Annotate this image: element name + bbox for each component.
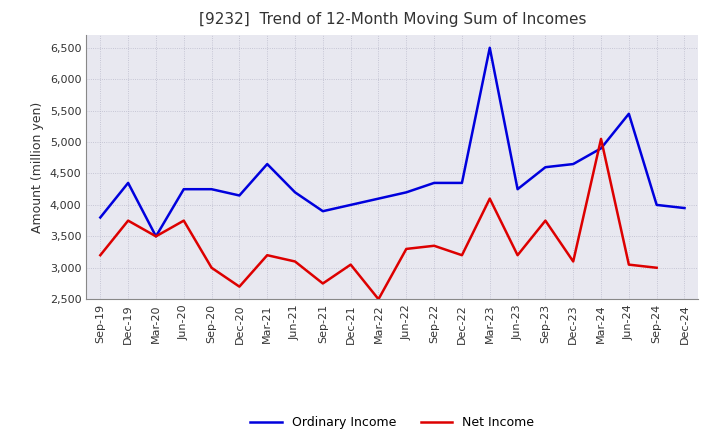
Ordinary Income [207, 187, 216, 192]
Net Income [207, 265, 216, 271]
Ordinary Income [513, 187, 522, 192]
Net Income [96, 253, 104, 258]
Net Income [569, 259, 577, 264]
Net Income [263, 253, 271, 258]
Ordinary Income [624, 111, 633, 117]
Net Income [179, 218, 188, 223]
Net Income [430, 243, 438, 249]
Net Income [152, 234, 161, 239]
Ordinary Income [680, 205, 689, 211]
Net Income [318, 281, 327, 286]
Ordinary Income [374, 196, 383, 201]
Net Income [402, 246, 410, 252]
Legend: Ordinary Income, Net Income: Ordinary Income, Net Income [251, 416, 534, 429]
Ordinary Income [485, 45, 494, 51]
Ordinary Income [402, 190, 410, 195]
Net Income [597, 136, 606, 142]
Title: [9232]  Trend of 12-Month Moving Sum of Incomes: [9232] Trend of 12-Month Moving Sum of I… [199, 12, 586, 27]
Ordinary Income [430, 180, 438, 186]
Net Income [124, 218, 132, 223]
Ordinary Income [263, 161, 271, 167]
Line: Net Income: Net Income [100, 139, 657, 299]
Ordinary Income [96, 215, 104, 220]
Ordinary Income [346, 202, 355, 208]
Net Income [541, 218, 550, 223]
Ordinary Income [235, 193, 243, 198]
Ordinary Income [179, 187, 188, 192]
Net Income [485, 196, 494, 201]
Ordinary Income [458, 180, 467, 186]
Y-axis label: Amount (million yen): Amount (million yen) [32, 102, 45, 233]
Net Income [458, 253, 467, 258]
Net Income [291, 259, 300, 264]
Net Income [652, 265, 661, 271]
Net Income [346, 262, 355, 267]
Line: Ordinary Income: Ordinary Income [100, 48, 685, 236]
Ordinary Income [124, 180, 132, 186]
Net Income [624, 262, 633, 267]
Ordinary Income [318, 209, 327, 214]
Ordinary Income [652, 202, 661, 208]
Ordinary Income [291, 190, 300, 195]
Ordinary Income [541, 165, 550, 170]
Net Income [513, 253, 522, 258]
Ordinary Income [569, 161, 577, 167]
Net Income [235, 284, 243, 289]
Net Income [374, 297, 383, 302]
Ordinary Income [152, 234, 161, 239]
Ordinary Income [597, 146, 606, 151]
